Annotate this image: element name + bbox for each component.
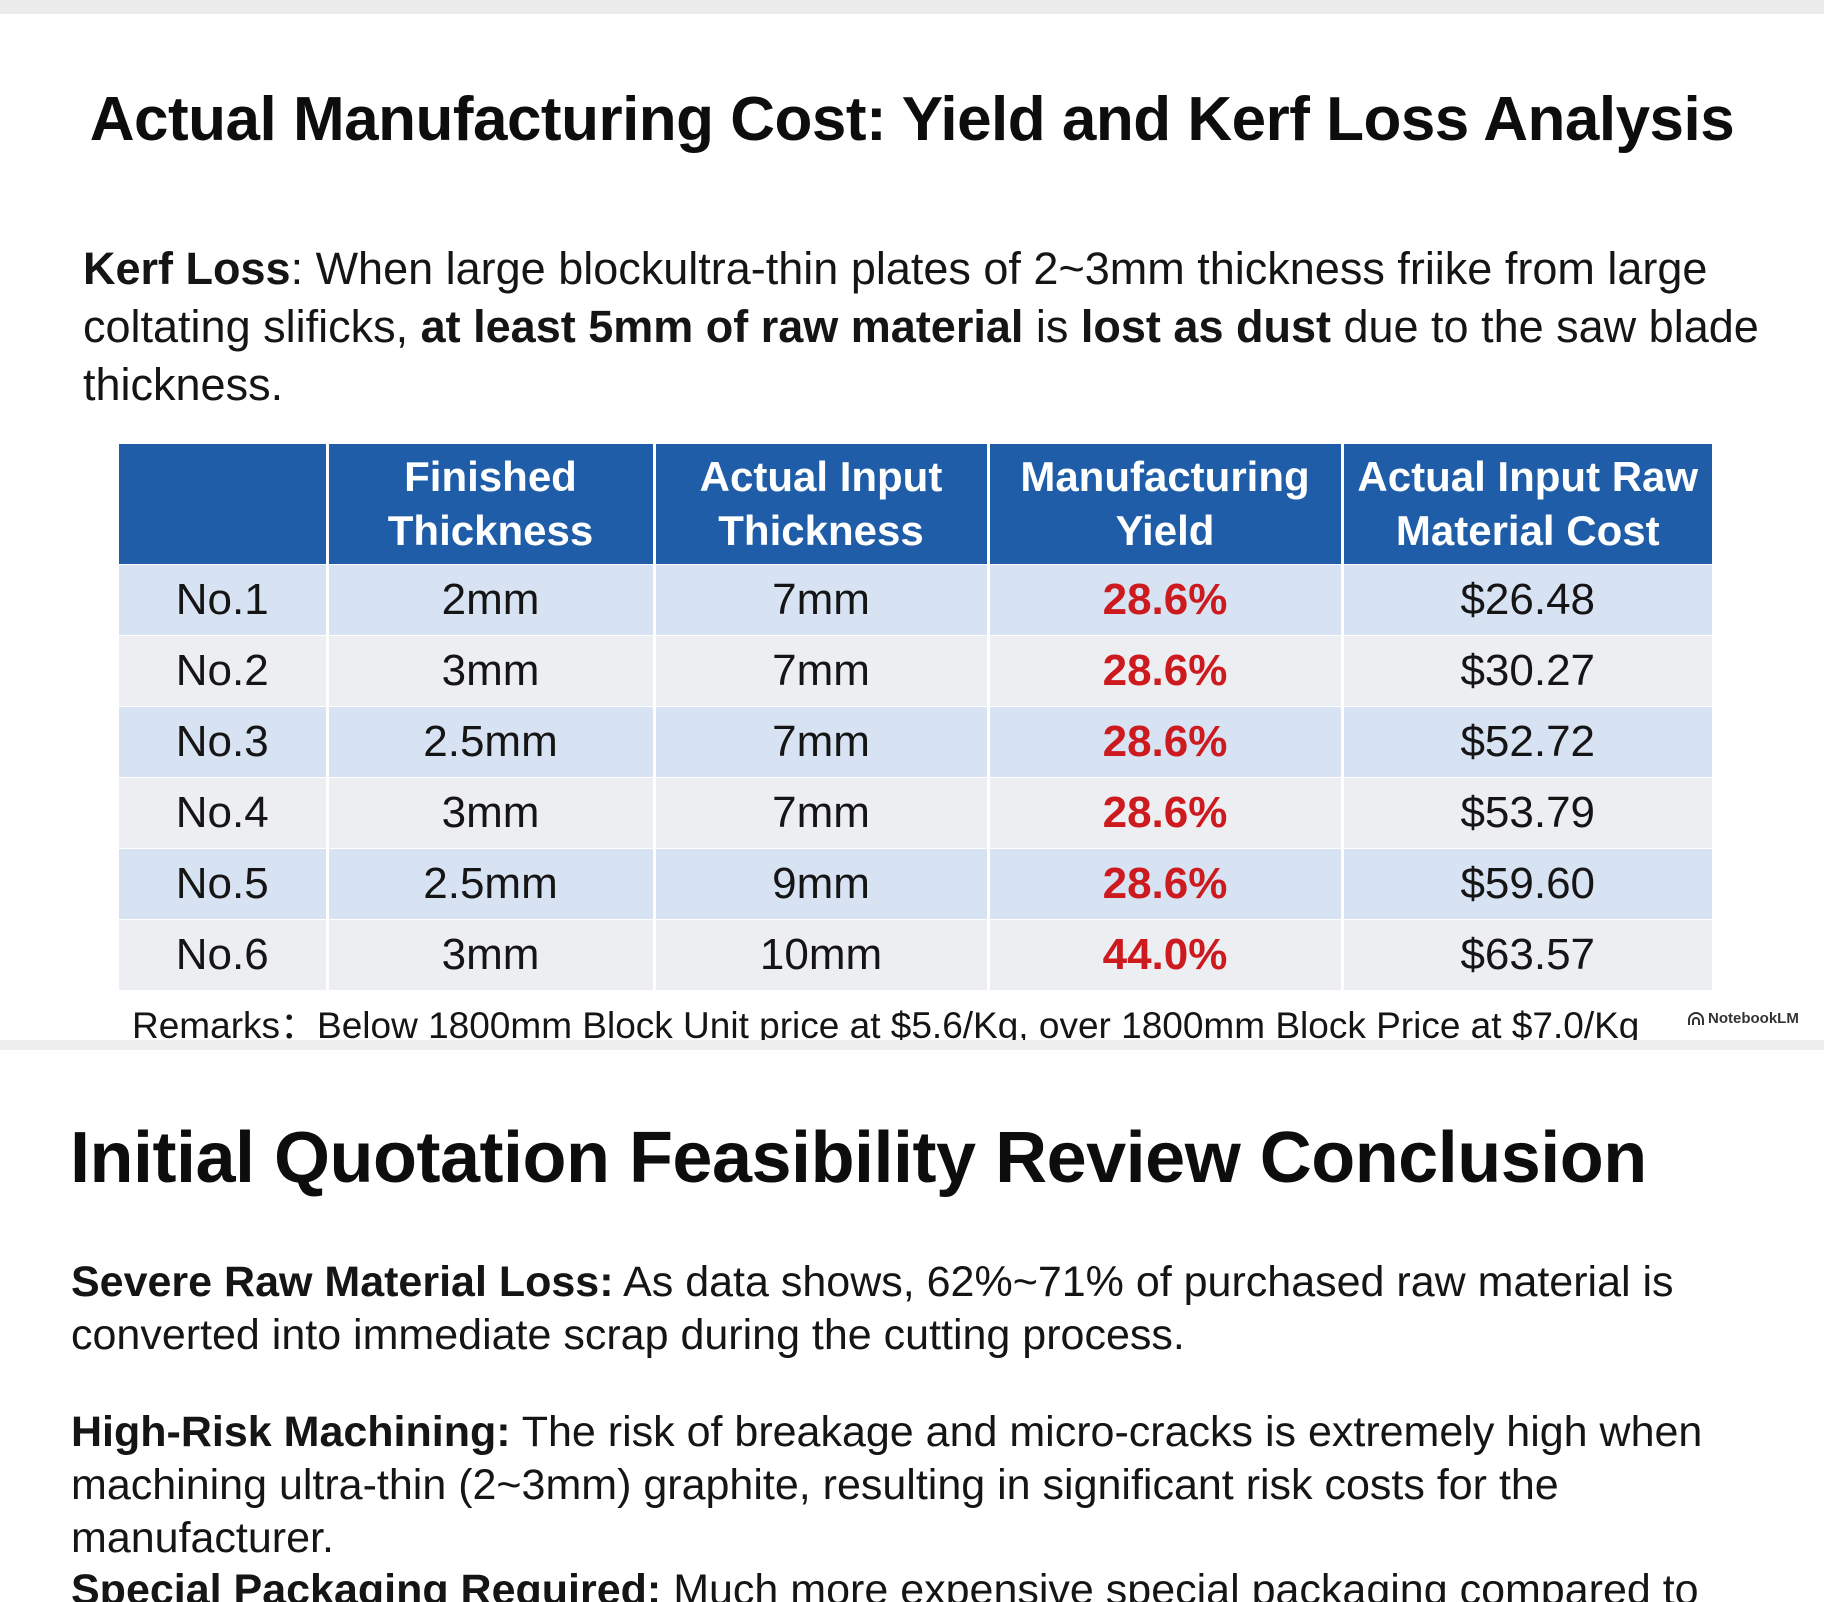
header-actual-input-thickness: Actual Input Thickness (654, 444, 990, 564)
kerf-text-1: : When large blockultra-thin plates of 2… (83, 243, 1708, 352)
cell-no: No.6 (119, 918, 329, 990)
top-strip (0, 0, 1824, 14)
cell-yield: 28.6% (988, 847, 1344, 919)
cell-input: 9mm (654, 847, 990, 919)
cell-yield: 28.6% (988, 776, 1344, 848)
table-row: No.1 2mm 7mm 28.6% $26.48 (119, 563, 1712, 635)
cell-input: 7mm (654, 634, 990, 706)
point-label: Severe Raw Material Loss: (71, 1258, 614, 1306)
table-header-row: Finished Thickness Actual Input Thicknes… (119, 444, 1712, 564)
cell-finished: 3mm (327, 918, 656, 990)
cell-cost: $63.57 (1342, 918, 1712, 990)
cell-no: No.5 (119, 847, 329, 919)
cell-cost: $59.60 (1342, 847, 1712, 919)
slide-title-conclusion: Initial Quotation Feasibility Review Con… (70, 1118, 1647, 1198)
conclusion-point-raw-material: Severe Raw Material Loss: As data shows,… (71, 1256, 1791, 1362)
cell-no: No.2 (119, 634, 329, 706)
kerf-loss-label: Kerf Loss (83, 243, 291, 294)
table-row: No.6 3mm 10mm 44.0% $63.57 (119, 918, 1712, 990)
notebooklm-logo-icon (1688, 1011, 1704, 1025)
cell-no: No.4 (119, 776, 329, 848)
table-row: No.3 2.5mm 7mm 28.6% $52.72 (119, 705, 1712, 777)
cell-finished: 3mm (327, 634, 656, 706)
cell-finished: 3mm (327, 776, 656, 848)
header-finished-thickness: Finished Thickness (327, 444, 656, 564)
cell-yield: 28.6% (988, 705, 1344, 777)
cell-input: 7mm (654, 563, 990, 635)
badge-label: NotebookLM (1708, 1010, 1799, 1027)
cell-yield: 28.6% (988, 634, 1344, 706)
cell-cost: $52.72 (1342, 705, 1712, 777)
kerf-text-2: is (1023, 301, 1081, 352)
yield-table: Finished Thickness Actual Input Thicknes… (119, 444, 1712, 990)
kerf-loss-paragraph: Kerf Loss: When large blockultra-thin pl… (83, 240, 1803, 414)
conclusion-point-machining: High-Risk Machining: The risk of breakag… (71, 1406, 1791, 1565)
table-row: No.4 3mm 7mm 28.6% $53.79 (119, 776, 1712, 848)
slide-title-cost-analysis: Actual Manufacturing Cost: Yield and Ker… (89, 85, 1735, 154)
cell-cost: $30.27 (1342, 634, 1712, 706)
cell-finished: 2.5mm (327, 847, 656, 919)
cell-input: 10mm (654, 918, 990, 990)
header-empty (119, 444, 329, 564)
cell-input: 7mm (654, 705, 990, 777)
cell-yield: 28.6% (988, 563, 1344, 635)
conclusion-point-packaging: Special Packaging Required: Much more ex… (71, 1564, 1791, 1602)
cell-finished: 2mm (327, 563, 656, 635)
slide-divider (0, 1040, 1824, 1050)
cell-no: No.1 (119, 563, 329, 635)
point-text: Much more expensive special packaging co… (661, 1566, 1699, 1602)
cell-finished: 2.5mm (327, 705, 656, 777)
point-text: The risk of breakage and micro-cracks is… (71, 1408, 1703, 1562)
table-row: No.2 3mm 7mm 28.6% $30.27 (119, 634, 1712, 706)
cell-yield: 44.0% (988, 918, 1344, 990)
point-text: As data shows, 62%~71% of purchased raw … (71, 1258, 1674, 1359)
point-label: High-Risk Machining: (71, 1408, 511, 1456)
header-manufacturing-yield: Manufacturing Yield (988, 444, 1344, 564)
table-row: No.5 2.5mm 9mm 28.6% $59.60 (119, 847, 1712, 919)
kerf-bold-1: at least 5mm of raw material (420, 301, 1024, 352)
kerf-text-3: due to the saw blade thickness. (83, 301, 1759, 410)
notebooklm-badge: NotebookLM (1688, 1010, 1799, 1027)
point-label: Special Packaging Required: (71, 1566, 662, 1602)
cell-input: 7mm (654, 776, 990, 848)
cell-cost: $53.79 (1342, 776, 1712, 848)
header-raw-material-cost: Actual Input Raw Material Cost (1342, 444, 1712, 564)
kerf-bold-2: lost as dust (1080, 301, 1331, 352)
cell-no: No.3 (119, 705, 329, 777)
cell-cost: $26.48 (1342, 563, 1712, 635)
remarks-text: Remarks：Below 1800mm Block Unit price at… (132, 1005, 1640, 1046)
